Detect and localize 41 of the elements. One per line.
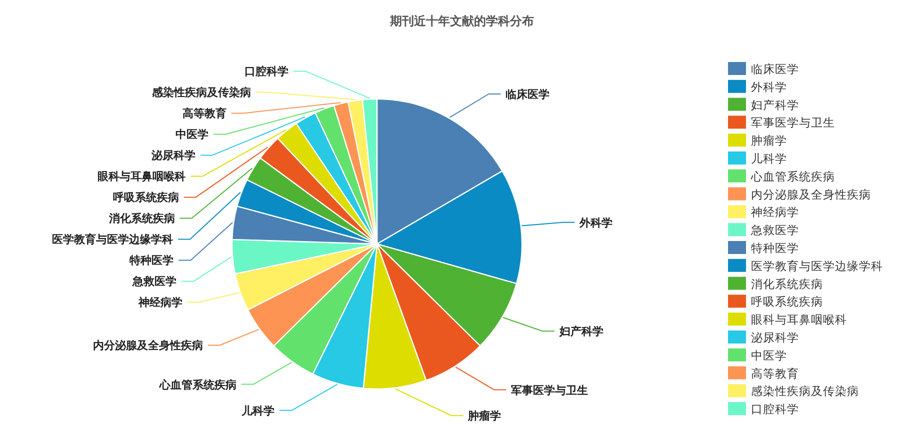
legend-label: 急救医学 <box>750 223 799 238</box>
legend-label: 特种医学 <box>751 241 799 255</box>
legend-label: 心血管系统疾病 <box>750 169 835 184</box>
slice-label: 泌尿科学 <box>150 149 196 162</box>
slice-label: 口腔科学 <box>244 65 288 78</box>
legend-label: 高等教育 <box>751 366 799 380</box>
slice-label: 军事医学与卫生 <box>511 384 588 397</box>
slice-label: 感染性疾病及传染病 <box>150 86 251 100</box>
legend-label: 口腔科学 <box>751 402 799 416</box>
chart-title: 期刊近十年文献的学科分布 <box>389 14 534 28</box>
slice-label: 眼科与耳鼻咽喉科 <box>98 170 186 184</box>
slice-label: 急救医学 <box>132 275 177 288</box>
legend-label: 临床医学 <box>751 62 799 76</box>
slice-label: 临床医学 <box>506 88 550 101</box>
legend-label: 神经病学 <box>751 205 799 220</box>
legend-label: 医学教育与医学边缘学科 <box>751 258 883 273</box>
legend-label: 肿瘤学 <box>751 134 787 148</box>
legend-label: 儿科学 <box>751 152 787 166</box>
slice-label: 医学教育与医学边缘学科 <box>52 233 174 246</box>
legend-label: 感染性疾病及传染病 <box>751 384 859 398</box>
slice-label: 神经病学 <box>137 296 182 310</box>
legend-label: 外科学 <box>751 80 787 94</box>
slice-label: 特种医学 <box>128 254 174 268</box>
slice-label: 儿科学 <box>240 404 275 418</box>
slice-label: 妇产科学 <box>558 325 604 338</box>
slice-label: 肿瘤学 <box>467 410 502 423</box>
slice-label: 中医学 <box>176 128 209 142</box>
legend-label: 眼科与耳鼻咽喉科 <box>751 312 847 327</box>
legend-label: 军事医学与卫生 <box>751 116 835 130</box>
slice-label: 内分泌腺及全身性疾病 <box>92 339 203 352</box>
slice-label: 外科学 <box>578 216 613 230</box>
slice-label: 高等教育 <box>182 107 226 120</box>
slice-label: 消化系统疾病 <box>108 212 175 226</box>
legend-label: 泌尿科学 <box>751 330 799 344</box>
legend-label: 中医学 <box>751 348 787 362</box>
legend-label: 妇产科学 <box>751 98 799 112</box>
slice-label: 呼吸系统疾病 <box>112 191 179 204</box>
legend-label: 呼吸系统疾病 <box>751 294 823 309</box>
slice-label: 心血管系统疾病 <box>158 378 236 392</box>
legend-label: 内分泌腺及全身性疾病 <box>751 187 871 202</box>
legend-label: 消化系统疾病 <box>751 276 823 291</box>
